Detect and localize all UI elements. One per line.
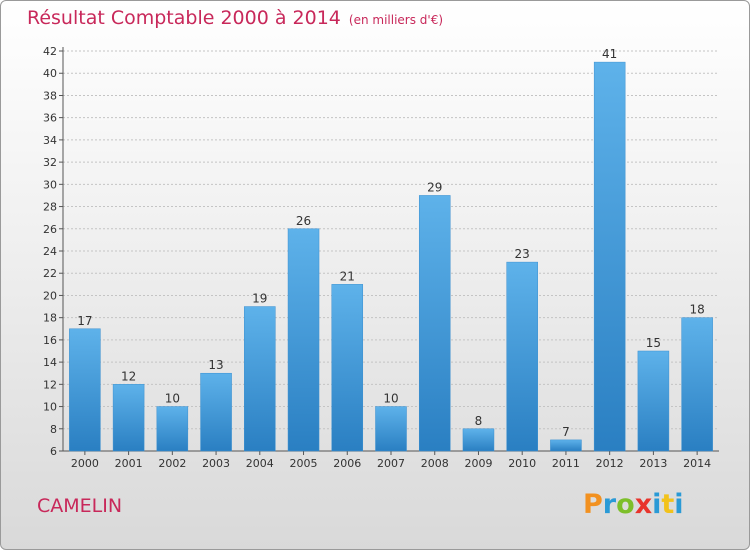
bar-2003 — [200, 372, 232, 452]
y-tick-label: 40 — [43, 67, 57, 80]
bar-value-label: 10 — [165, 392, 180, 406]
y-tick-label: 14 — [43, 356, 57, 369]
x-tick-label: 2002 — [158, 457, 186, 470]
y-tick-label: 26 — [43, 223, 57, 236]
y-tick-label: 32 — [43, 156, 57, 169]
bar-value-label: 23 — [515, 247, 530, 261]
bars — [69, 61, 713, 452]
bar-2008 — [418, 195, 451, 452]
commune-name: CAMELIN — [37, 495, 123, 517]
bar-2014 — [681, 317, 713, 452]
bar-value-label: 19 — [252, 292, 267, 306]
chart-title-unit: (en milliers d'€) — [348, 13, 444, 27]
proxiti-logo: Proxiti — [583, 489, 684, 520]
labels: 6 8 10 12 14 16 18 20 22 24 26 28 30 32 34 36 38 40 42 17 20… — [43, 45, 711, 470]
x-tick-label: 2008 — [421, 457, 449, 470]
bar-2009 — [462, 428, 495, 452]
x-tick-label: 2007 — [377, 457, 405, 470]
x-tick-label: 2001 — [115, 457, 143, 470]
x-tick-label: 2004 — [246, 457, 274, 470]
bar-2002 — [156, 406, 189, 452]
y-tick-label: 24 — [43, 245, 57, 258]
y-tick-label: 34 — [43, 134, 57, 147]
y-tick-label: 12 — [43, 378, 57, 391]
bar-2012 — [593, 61, 626, 452]
y-tick-label: 6 — [50, 445, 57, 458]
y-tick-label: 36 — [43, 112, 57, 125]
bar-value-label: 8 — [475, 414, 483, 428]
bar-value-label: 12 — [121, 369, 136, 383]
bar-value-label: 13 — [208, 358, 223, 372]
y-tick-label: 16 — [43, 334, 57, 347]
bar-value-label: 7 — [562, 425, 570, 439]
bar-value-label: 26 — [296, 214, 311, 228]
x-tick-label: 2010 — [508, 457, 536, 470]
y-tick-label: 8 — [50, 423, 57, 436]
y-tick-label: 28 — [43, 201, 57, 214]
x-tick-label: 2011 — [552, 457, 580, 470]
bar-2005 — [287, 228, 320, 452]
bar-2013 — [637, 350, 670, 452]
bar-value-label: 29 — [427, 180, 442, 194]
x-tick-label: 2006 — [333, 457, 361, 470]
x-tick-label: 2009 — [464, 457, 492, 470]
x-tick-label: 2013 — [639, 457, 667, 470]
y-tick-label: 18 — [43, 312, 57, 325]
x-tick-label: 2005 — [290, 457, 318, 470]
x-tick-label: 2014 — [683, 457, 711, 470]
bar-value-label: 18 — [689, 303, 704, 317]
bar-2001 — [112, 384, 145, 452]
y-tick-label: 10 — [43, 401, 57, 414]
y-tick-label: 42 — [43, 45, 57, 58]
bar-2000 — [69, 328, 101, 452]
bar-value-label: 17 — [77, 314, 92, 328]
x-tick-label: 2000 — [71, 457, 99, 470]
x-tick-label: 2003 — [202, 457, 230, 470]
bar-value-label: 41 — [602, 47, 617, 61]
y-tick-label: 22 — [43, 267, 57, 280]
bar-2007 — [375, 406, 407, 452]
bar-2011 — [550, 439, 582, 452]
bar-value-label: 10 — [383, 392, 398, 406]
bar-2010 — [506, 261, 538, 452]
chart-title-main: Résultat Comptable 2000 à 2014 — [27, 7, 341, 29]
bar-2006 — [331, 284, 364, 452]
chart-title: Résultat Comptable 2000 à 2014 (en millie… — [27, 7, 443, 29]
bar-2004 — [244, 306, 276, 452]
bar-value-label: 15 — [646, 336, 661, 350]
bar-value-label: 21 — [340, 269, 355, 283]
y-tick-label: 20 — [43, 289, 57, 302]
x-tick-label: 2012 — [596, 457, 624, 470]
y-tick-label: 38 — [43, 89, 57, 102]
y-tick-label: 30 — [43, 178, 57, 191]
